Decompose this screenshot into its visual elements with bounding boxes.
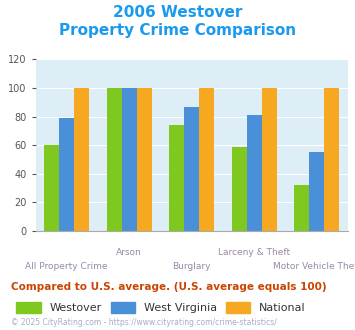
Text: 2006 Westover: 2006 Westover (113, 5, 242, 20)
Bar (44, 145, 59, 231)
Bar (247, 115, 262, 231)
Legend: Westover, West Virginia, National: Westover, West Virginia, National (16, 302, 306, 313)
Bar (122, 88, 137, 231)
Bar (169, 125, 184, 231)
Text: Larceny & Theft: Larceny & Theft (218, 248, 290, 257)
Bar (59, 118, 74, 231)
Text: © 2025 CityRating.com - https://www.cityrating.com/crime-statistics/: © 2025 CityRating.com - https://www.city… (11, 318, 277, 327)
Text: Property Crime Comparison: Property Crime Comparison (59, 23, 296, 38)
Text: Compared to U.S. average. (U.S. average equals 100): Compared to U.S. average. (U.S. average … (11, 282, 326, 292)
Bar (294, 185, 309, 231)
Bar (232, 147, 247, 231)
Bar (309, 152, 324, 231)
Text: All Property Crime: All Property Crime (26, 262, 108, 271)
Bar (107, 88, 122, 231)
Bar (324, 88, 339, 231)
Text: Burglary: Burglary (173, 262, 211, 271)
Bar (74, 88, 89, 231)
Bar (262, 88, 277, 231)
Bar (137, 88, 152, 231)
Text: Motor Vehicle Theft: Motor Vehicle Theft (273, 262, 355, 271)
Text: Arson: Arson (116, 248, 142, 257)
Bar (199, 88, 214, 231)
Bar (184, 107, 199, 231)
